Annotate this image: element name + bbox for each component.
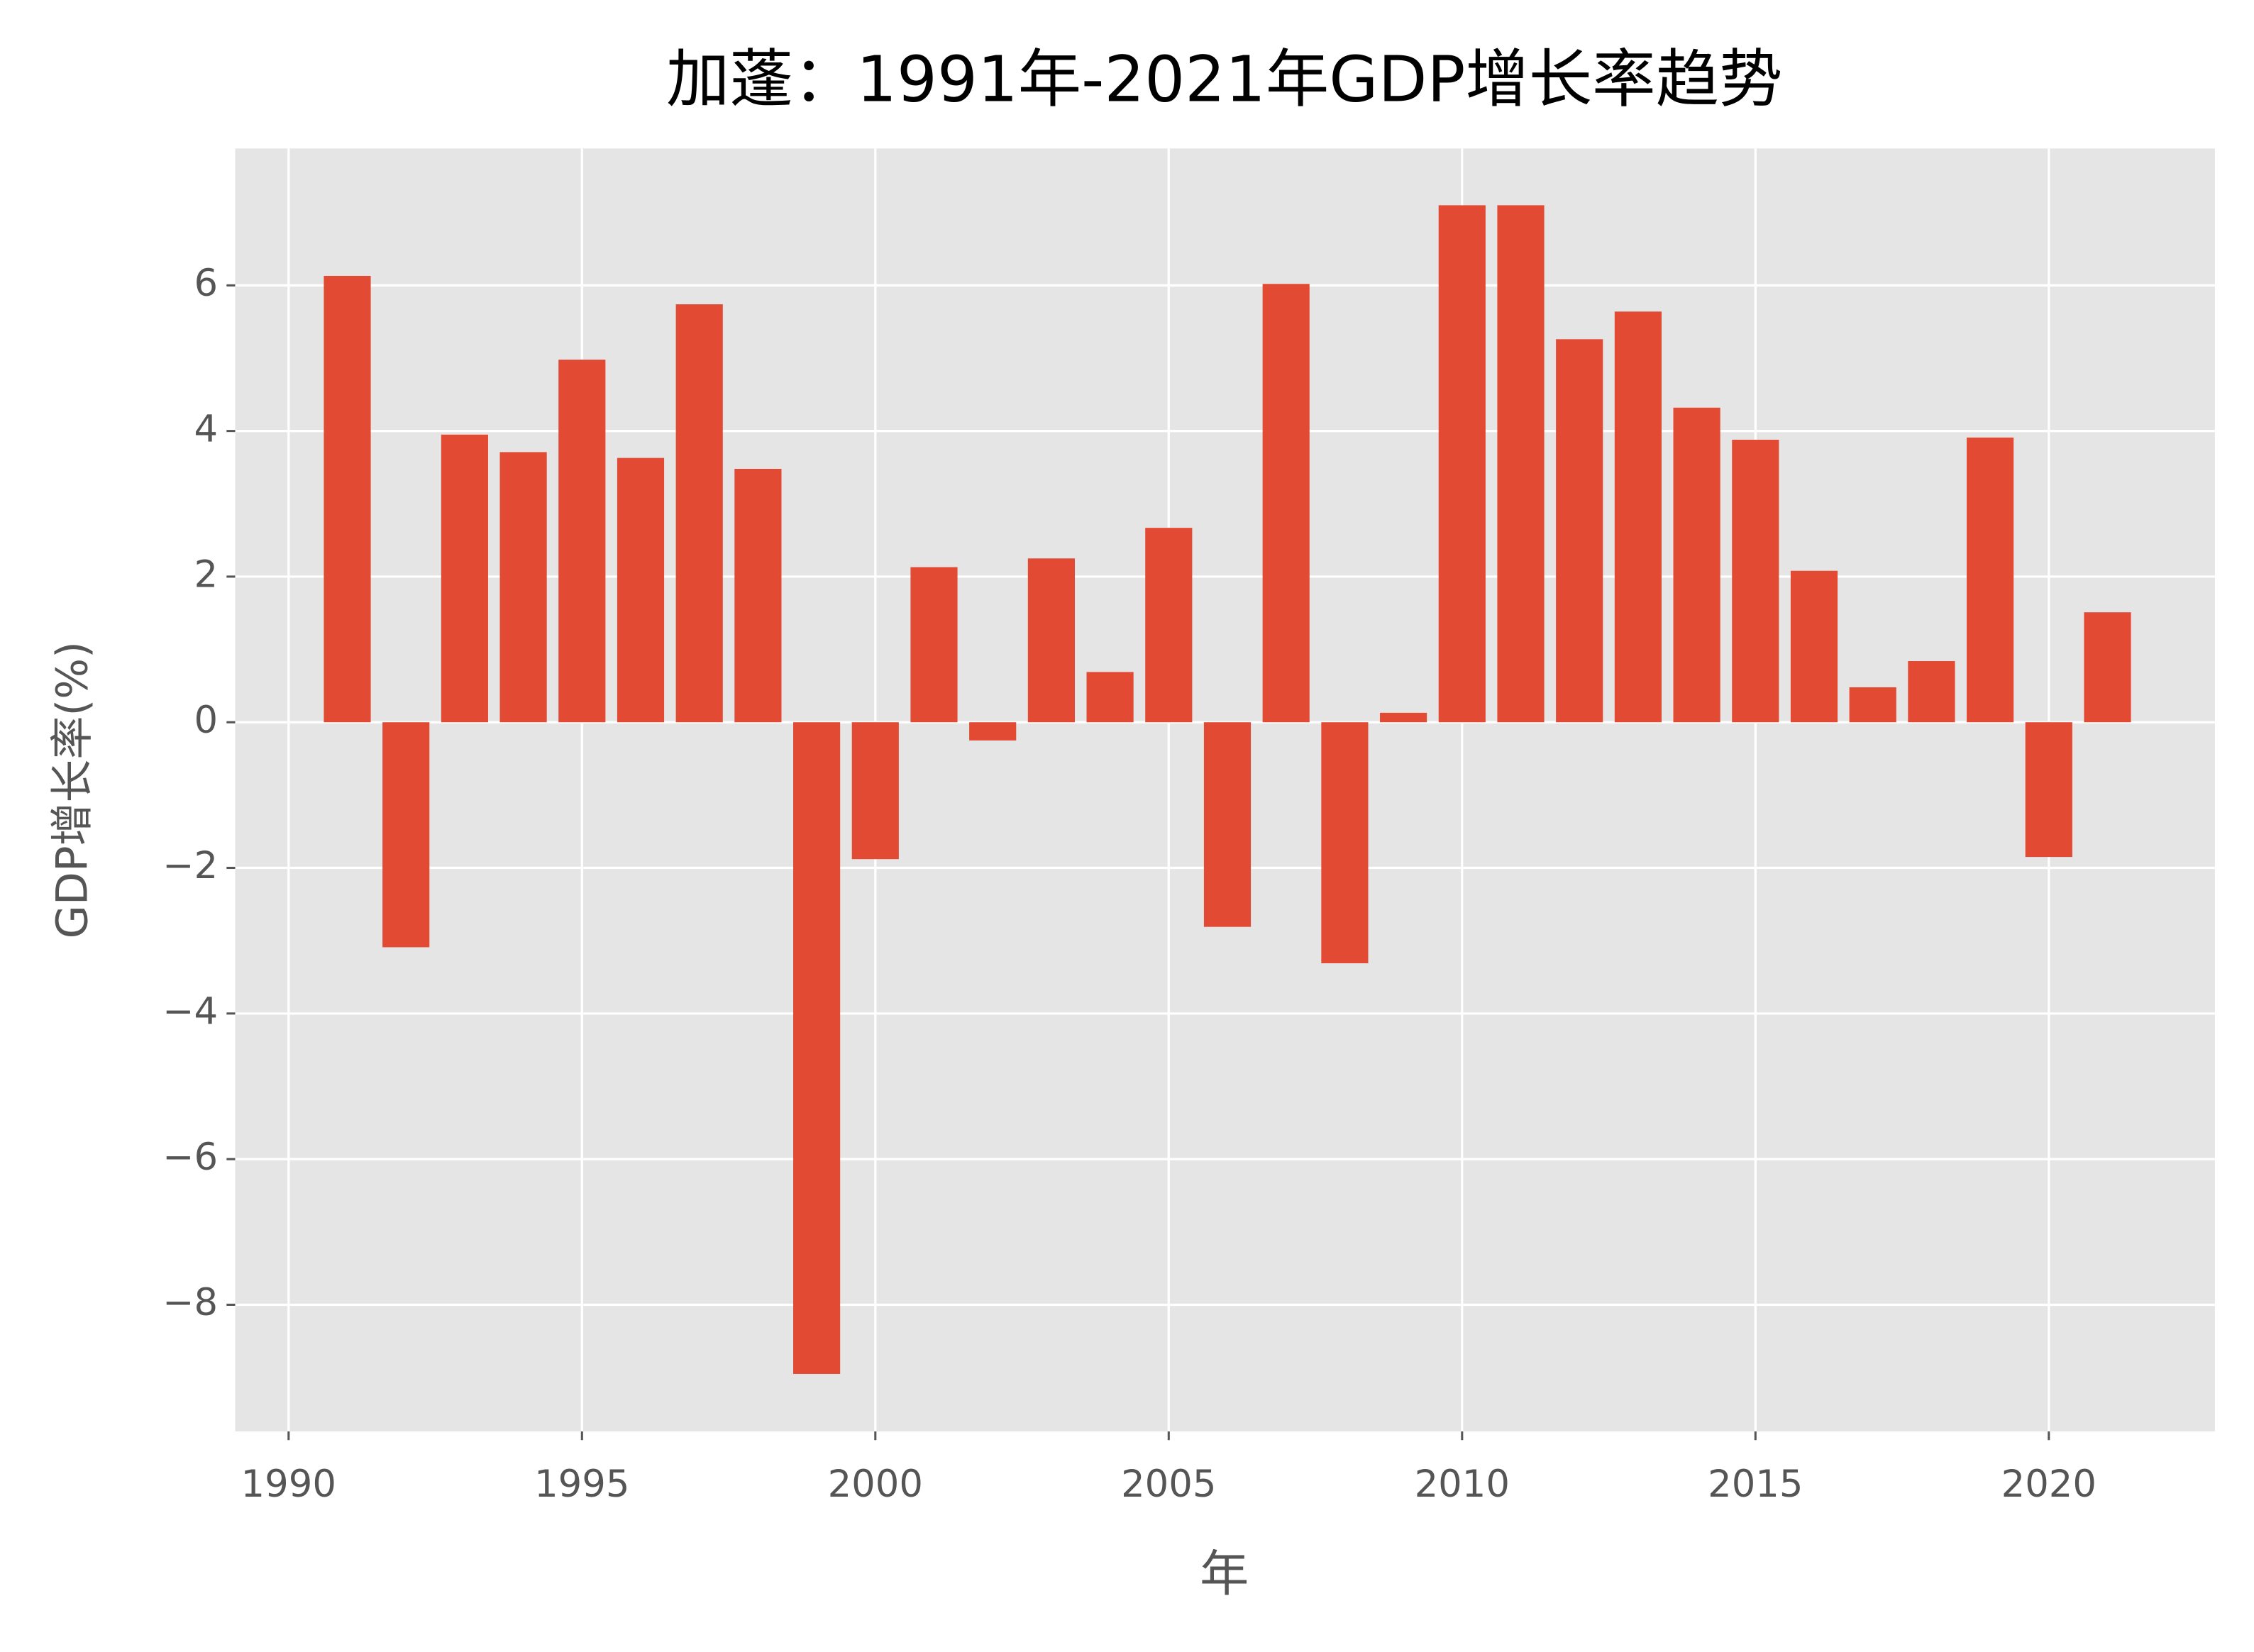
bar <box>1673 407 1720 723</box>
bar <box>734 468 782 723</box>
x-tick-label: 2005 <box>1121 1463 1216 1506</box>
bar <box>1790 570 1838 723</box>
bar <box>499 452 547 723</box>
bar <box>558 360 606 723</box>
bar <box>1262 284 1310 723</box>
y-tick-label: 4 <box>194 407 219 450</box>
bar <box>1438 205 1486 723</box>
y-tick-label: 6 <box>194 262 219 305</box>
bar <box>1732 439 1779 723</box>
bar <box>1027 558 1075 723</box>
bar <box>441 434 488 723</box>
bar <box>1086 672 1134 723</box>
x-tick-label: 2000 <box>828 1463 923 1506</box>
y-tick-label: −2 <box>162 844 218 887</box>
bar <box>910 567 958 723</box>
bar <box>851 722 899 860</box>
bar <box>1497 205 1545 723</box>
x-tick-label: 1990 <box>241 1463 336 1506</box>
y-tick-label: −4 <box>162 989 218 1033</box>
bar <box>2084 612 2131 723</box>
y-tick-label: 0 <box>194 699 219 742</box>
bar <box>1203 722 1252 927</box>
bar <box>1321 722 1369 964</box>
y-tick-label: 2 <box>194 553 219 597</box>
bar <box>1145 528 1193 723</box>
x-tick-label: 2010 <box>1415 1463 1510 1506</box>
bar <box>1380 712 1427 723</box>
bar <box>969 722 1017 741</box>
bar <box>1614 311 1662 723</box>
bar <box>2025 722 2072 858</box>
bar <box>382 722 430 948</box>
y-tick-label: −8 <box>162 1281 218 1324</box>
x-tick-label: 1995 <box>534 1463 629 1506</box>
x-axis-label: 年 <box>1200 1546 1249 1602</box>
y-axis-label: GDP增长率(%) <box>48 641 98 938</box>
y-tick-label: −6 <box>162 1136 218 1179</box>
bar <box>675 304 723 723</box>
bar <box>617 458 665 723</box>
bar <box>793 722 841 1374</box>
bar <box>1967 437 2014 723</box>
bar <box>1849 687 1896 723</box>
x-tick-label: 2020 <box>2001 1463 2096 1506</box>
x-tick-label: 2015 <box>1708 1463 1803 1506</box>
chart-title: 加蓬：1991年-2021年GDP增长率趋势 <box>666 43 1782 116</box>
bar <box>1556 339 1603 723</box>
bar <box>324 275 371 723</box>
bar <box>1908 660 1955 723</box>
